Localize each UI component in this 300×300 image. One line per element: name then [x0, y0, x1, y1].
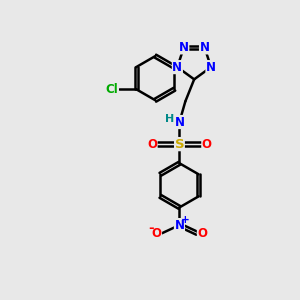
Text: S: S — [175, 138, 184, 151]
Text: N: N — [174, 116, 184, 128]
Text: Cl: Cl — [106, 83, 118, 96]
Text: O: O — [147, 138, 157, 151]
Text: -: - — [148, 221, 153, 235]
Text: O: O — [202, 138, 212, 151]
Text: N: N — [206, 61, 216, 74]
Text: N: N — [174, 219, 184, 232]
Text: N: N — [200, 41, 210, 54]
Text: +: + — [181, 215, 190, 225]
Text: N: N — [172, 61, 182, 74]
Text: H: H — [165, 114, 175, 124]
Text: O: O — [152, 227, 161, 240]
Text: N: N — [179, 41, 189, 54]
Text: O: O — [197, 227, 207, 240]
